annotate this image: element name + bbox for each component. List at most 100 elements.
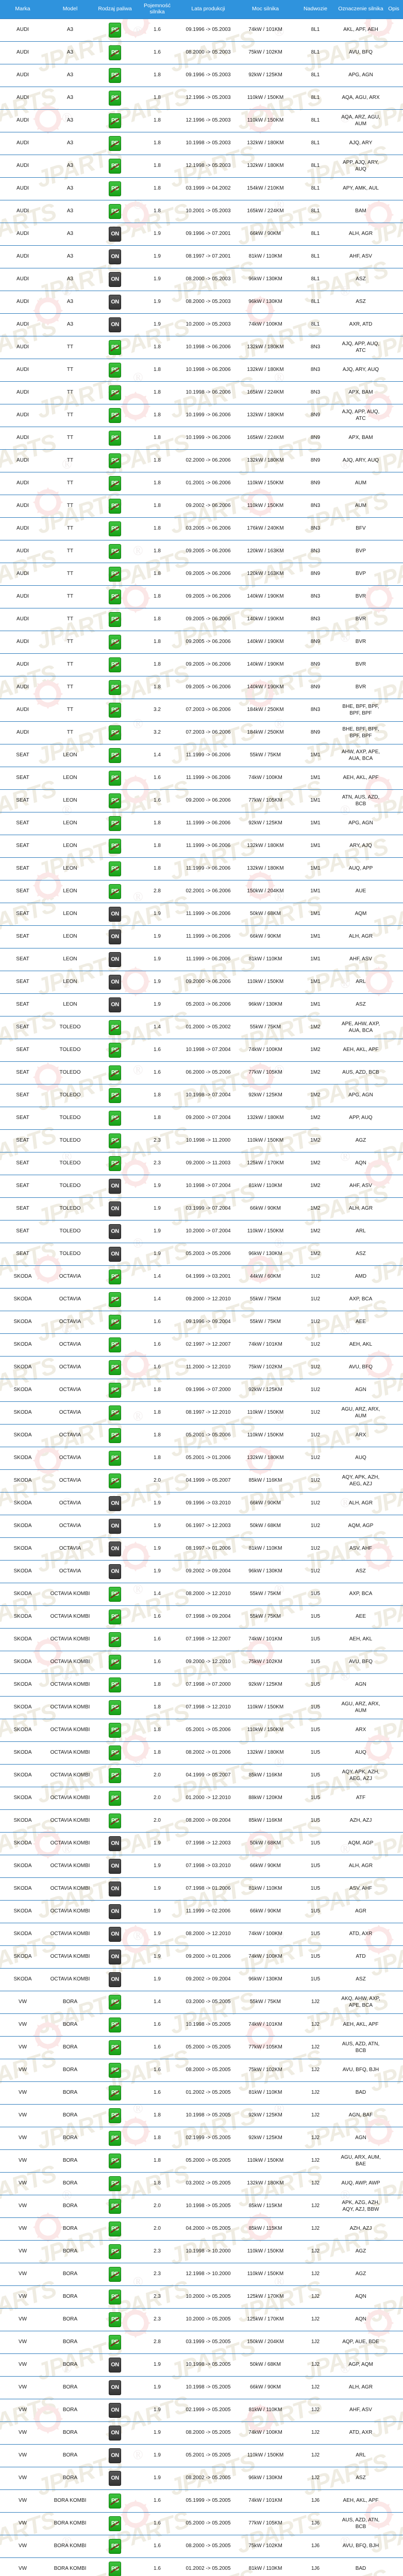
table-row[interactable]: SKODA OCTAVIA PB 1.6 09.1996 -> 09.2004 55kW … (0, 1311, 403, 1334)
table-row[interactable]: AUDI A3 PB 1.6 09.1996 -> 05.2003 74kW / 101K… (0, 19, 403, 42)
table-row[interactable]: SEAT TOLEDO ON 1.9 10.2000 -> 07.2004 110kW /… (0, 1220, 403, 1244)
table-row[interactable]: SEAT LEON PB 1.8 11.1999 -> 06.2006 132kW / 1… (0, 835, 403, 858)
table-row[interactable]: VW BORA KOMBI PB 1.6 05.1999 -> 05.2005 74kW … (0, 2489, 403, 2513)
table-row[interactable]: AUDI TT PB 1.8 10.1998 -> 06.2006 132kW / 180… (0, 359, 403, 382)
table-row[interactable]: VW BORA PB 2.3 10.1998 -> 10.2000 110kW / 150… (0, 2240, 403, 2264)
table-row[interactable]: SEAT LEON ON 1.9 09.2000 -> 06.2006 110kW / 1… (0, 971, 403, 994)
table-row[interactable]: VW BORA PB 1.6 10.1998 -> 05.2005 74kW / 101K… (0, 2013, 403, 2037)
column-header-moc[interactable]: Moc silnika (237, 0, 294, 19)
table-row[interactable]: AUDI TT PB 1.8 10.1999 -> 06.2006 132kW / 180… (0, 404, 403, 428)
table-row[interactable]: AUDI TT PB 3.2 07.2003 -> 06.2006 184kW / 250… (0, 699, 403, 722)
table-row[interactable]: VW BORA PB 1.6 08.2000 -> 05.2005 75kW / 102K… (0, 2059, 403, 2082)
column-header-opis[interactable]: Opis (384, 0, 403, 19)
table-row[interactable]: SKODA OCTAVIA KOMBI PB 2.0 08.2000 -> 09.200… (0, 1809, 403, 1833)
table-row[interactable]: SEAT TOLEDO PB 1.8 09.2000 -> 07.2004 132kW /… (0, 1107, 403, 1130)
table-row[interactable]: AUDI TT PB 3.2 07.2003 -> 06.2006 184kW / 250… (0, 721, 403, 745)
table-row[interactable]: SEAT LEON PB 1.8 11.1999 -> 06.2006 132kW / 1… (0, 857, 403, 881)
table-row[interactable]: VW BORA ON 1.9 05.2001 -> 05.2005 110kW / 150… (0, 2444, 403, 2468)
table-row[interactable]: SEAT LEON ON 1.9 11.1999 -> 06.2006 50kW / 68… (0, 903, 403, 926)
table-row[interactable]: SKODA OCTAVIA ON 1.9 08.1997 -> 01.2006 81kW … (0, 1537, 403, 1561)
table-row[interactable]: VW BORA ON 1.9 08.2000 -> 05.2005 74kW / 100K… (0, 2421, 403, 2445)
table-row[interactable]: AUDI A3 PB 1.8 10.2001 -> 05.2003 165kW / 224… (0, 200, 403, 224)
column-header-lata[interactable]: Lata produkcji (179, 0, 237, 19)
table-row[interactable]: VW BORA PB 2.3 12.1998 -> 10.2000 110kW / 150… (0, 2263, 403, 2286)
table-row[interactable]: AUDI TT PB 1.8 09.2005 -> 06.2006 140kW / 190… (0, 653, 403, 677)
table-row[interactable]: AUDI TT PB 1.8 01.2001 -> 06.2006 110kW / 150… (0, 472, 403, 496)
column-header-nadwozie[interactable]: Nadwozie (294, 0, 337, 19)
table-row[interactable]: AUDI TT PB 1.8 09.2005 -> 06.2006 140kW / 190… (0, 585, 403, 609)
column-header-marka[interactable]: Marka (0, 0, 45, 19)
table-row[interactable]: AUDI A3 ON 1.9 08.2000 -> 05.2003 96kW / 130K… (0, 268, 403, 292)
table-row[interactable]: SEAT LEON PB 1.4 11.1999 -> 06.2006 55kW / 75… (0, 744, 403, 768)
column-header-pojemnosc[interactable]: Pojemność silnika (135, 0, 179, 19)
table-row[interactable]: SKODA OCTAVIA KOMBI PB 1.8 08.2002 -> 01.200… (0, 1741, 403, 1765)
table-row[interactable]: SEAT TOLEDO PB 2.3 10.1998 -> 11.2000 110kW /… (0, 1129, 403, 1153)
table-row[interactable]: VW BORA KOMBI PB 1.6 05.2000 -> 05.2005 77kW … (0, 2512, 403, 2536)
table-row[interactable]: VW BORA PB 1.6 05.2000 -> 05.2005 77kW / 105K… (0, 2036, 403, 2060)
table-row[interactable]: SEAT LEON PB 2.8 02.2001 -> 06.2006 150kW / 2… (0, 880, 403, 904)
table-row[interactable]: AUDI TT PB 1.8 09.2005 -> 06.2006 140kW / 190… (0, 631, 403, 654)
table-row[interactable]: SKODA OCTAVIA PB 2.0 04.1999 -> 05.2007 85kW … (0, 1469, 403, 1493)
table-row[interactable]: VW BORA PB 2.3 10.2000 -> 05.2005 125kW / 170… (0, 2285, 403, 2309)
table-row[interactable]: AUDI A3 PB 1.8 12.1998 -> 05.2003 132kW / 180… (0, 155, 403, 178)
table-row[interactable]: AUDI A3 PB 1.8 12.1996 -> 05.2003 110kW / 150… (0, 109, 403, 133)
table-row[interactable]: SKODA OCTAVIA KOMBI ON 1.9 11.1999 -> 02.200… (0, 1900, 403, 1924)
table-row[interactable]: SKODA OCTAVIA KOMBI ON 1.9 07.1998 -> 03.201… (0, 1855, 403, 1878)
table-row[interactable]: SKODA OCTAVIA PB 1.4 04.1999 -> 03.2001 44kW … (0, 1265, 403, 1289)
table-row[interactable]: AUDI A3 PB 1.8 12.1996 -> 05.2003 110kW / 150… (0, 87, 403, 110)
table-row[interactable]: AUDI TT PB 1.8 09.2002 -> 06.2006 110kW / 150… (0, 495, 403, 518)
table-row[interactable]: SKODA OCTAVIA KOMBI PB 1.6 09.2000 -> 12.201… (0, 1651, 403, 1674)
column-header-oznaczenie[interactable]: Oznaczenie silnika (337, 0, 384, 19)
table-row[interactable]: VW BORA PB 2.0 10.1998 -> 05.2005 85kW / 115K… (0, 2195, 403, 2218)
table-row[interactable]: SEAT TOLEDO PB 1.6 10.1998 -> 07.2004 74kW / … (0, 1039, 403, 1062)
table-row[interactable]: SKODA OCTAVIA PB 1.6 02.1997 -> 12.2007 74kW … (0, 1333, 403, 1357)
table-row[interactable]: SKODA OCTAVIA ON 1.9 09.1996 -> 03.2010 66kW … (0, 1492, 403, 1516)
table-row[interactable]: VW BORA ON 1.9 08.2002 -> 05.2005 96kW / 130K… (0, 2467, 403, 2490)
table-row[interactable]: VW BORA KOMBI PB 1.6 08.2000 -> 05.2005 75kW … (0, 2535, 403, 2558)
table-row[interactable]: SEAT TOLEDO ON 1.9 10.1998 -> 07.2004 81kW / … (0, 1175, 403, 1198)
table-row[interactable]: SEAT TOLEDO PB 2.3 09.2000 -> 11.2003 125kW /… (0, 1152, 403, 1176)
table-row[interactable]: VW BORA PB 1.6 01.2002 -> 05.2005 81kW / 110K… (0, 2081, 403, 2105)
table-row[interactable]: SKODA OCTAVIA PB 1.6 11.2000 -> 12.2010 75kW … (0, 1356, 403, 1380)
table-row[interactable]: VW BORA PB 1.8 02.1999 -> 05.2005 92kW / 125K… (0, 2127, 403, 2150)
table-row[interactable]: SEAT TOLEDO PB 1.8 10.1998 -> 07.2004 92kW / … (0, 1084, 403, 1108)
table-row[interactable]: VW BORA KOMBI PB 1.6 01.2002 -> 05.2005 81kW … (0, 2557, 403, 2576)
table-row[interactable]: SEAT LEON ON 1.9 05.2003 -> 06.2006 96kW / 13… (0, 993, 403, 1017)
table-row[interactable]: AUDI TT PB 1.8 09.2005 -> 06.2006 120kW / 163… (0, 540, 403, 564)
table-row[interactable]: SKODA OCTAVIA PB 1.4 09.2000 -> 12.2010 55kW … (0, 1288, 403, 1312)
table-row[interactable]: SKODA OCTAVIA PB 1.8 05.2001 -> 05.2006 110kW… (0, 1424, 403, 1448)
table-row[interactable]: SKODA OCTAVIA KOMBI PB 1.4 08.2000 -> 12.201… (0, 1583, 403, 1606)
table-row[interactable]: AUDI TT PB 1.8 10.1999 -> 06.2006 165kW / 224… (0, 427, 403, 450)
table-row[interactable]: SKODA OCTAVIA KOMBI PB 1.8 07.1998 -> 12.201… (0, 1696, 403, 1720)
table-row[interactable]: SKODA OCTAVIA KOMBI ON 1.9 08.2000 -> 12.201… (0, 1923, 403, 1946)
table-row[interactable]: SKODA OCTAVIA KOMBI PB 2.0 01.2000 -> 12.201… (0, 1787, 403, 1810)
table-row[interactable]: AUDI A3 PB 1.8 10.1998 -> 05.2003 132kW / 180… (0, 132, 403, 156)
table-row[interactable]: SEAT LEON PB 1.8 11.1999 -> 06.2006 92kW / 12… (0, 812, 403, 836)
column-header-fuel[interactable]: Rodzaj paliwa (95, 0, 135, 19)
table-row[interactable]: SEAT LEON ON 1.9 11.1999 -> 06.2006 81kW / 11… (0, 948, 403, 972)
table-row[interactable]: VW BORA PB 1.8 10.1998 -> 05.2005 92kW / 125K… (0, 2104, 403, 2128)
table-row[interactable]: SKODA OCTAVIA ON 1.9 09.2002 -> 09.2004 96kW … (0, 1560, 403, 1584)
table-row[interactable]: VW BORA ON 1.9 10.1998 -> 05.2005 50kW / 68KM… (0, 2353, 403, 2377)
table-row[interactable]: SKODA OCTAVIA KOMBI ON 1.9 09.2002 -> 09.200… (0, 1968, 403, 1992)
table-row[interactable]: AUDI TT PB 1.8 09.2005 -> 06.2006 120kW / 163… (0, 563, 403, 586)
table-row[interactable]: VW BORA PB 1.8 03.2002 -> 05.2005 132kW / 180… (0, 2172, 403, 2196)
table-row[interactable]: AUDI A3 ON 1.9 08.1997 -> 07.2001 81kW / 110K… (0, 245, 403, 269)
table-row[interactable]: SKODA OCTAVIA KOMBI ON 1.9 09.2000 -> 01.200… (0, 1945, 403, 1969)
table-row[interactable]: SKODA OCTAVIA KOMBI PB 2.0 04.1999 -> 05.200… (0, 1764, 403, 1788)
table-row[interactable]: AUDI A3 PB 1.8 09.1996 -> 05.2003 92kW / 125K… (0, 64, 403, 88)
table-row[interactable]: AUDI TT PB 1.8 10.1998 -> 06.2006 132kW / 180… (0, 336, 403, 360)
column-header-model[interactable]: Model (45, 0, 95, 19)
table-row[interactable]: VW BORA PB 2.3 10.2000 -> 05.2005 125kW / 170… (0, 2308, 403, 2332)
table-row[interactable]: SEAT LEON PB 1.6 11.1999 -> 06.2006 74kW / 10… (0, 767, 403, 790)
table-row[interactable]: SKODA OCTAVIA PB 1.8 05.2001 -> 01.2006 132kW… (0, 1447, 403, 1470)
table-row[interactable]: VW BORA PB 2.8 03.1999 -> 05.2005 150kW / 204… (0, 2331, 403, 2354)
table-row[interactable]: SEAT TOLEDO ON 1.9 03.1999 -> 07.2004 66kW / … (0, 1197, 403, 1221)
table-row[interactable]: AUDI TT PB 1.8 09.2005 -> 06.2006 140kW / 190… (0, 676, 403, 700)
table-row[interactable]: AUDI A3 ON 1.9 09.1996 -> 07.2001 66kW / 90KM… (0, 223, 403, 246)
table-row[interactable]: SEAT TOLEDO PB 1.4 01.2000 -> 05.2002 55kW / … (0, 1016, 403, 1040)
table-row[interactable]: AUDI A3 PB 1.6 08.2000 -> 05.2003 75kW / 102K… (0, 41, 403, 65)
table-row[interactable]: AUDI TT PB 1.8 09.2005 -> 06.2006 140kW / 190… (0, 608, 403, 632)
table-row[interactable]: AUDI TT PB 1.8 03.2005 -> 06.2006 176kW / 240… (0, 517, 403, 541)
table-row[interactable]: SKODA OCTAVIA KOMBI ON 1.9 07.1998 -> 01.200… (0, 1877, 403, 1901)
